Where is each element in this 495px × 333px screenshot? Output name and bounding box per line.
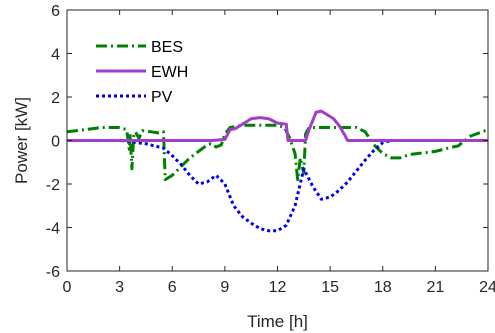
legend-label-bes: BES: [151, 39, 183, 56]
x-tick-label: 18: [374, 279, 392, 296]
series-line-pv: [67, 139, 488, 233]
y-tick-label: 6: [51, 3, 60, 20]
x-tick-label: 21: [426, 279, 444, 296]
series-line-ewh: [67, 109, 488, 142]
x-tick-label: 0: [63, 279, 72, 296]
x-axis-label: Time [h]: [247, 312, 308, 331]
series-layer: [66, 109, 489, 233]
y-tick-label: 0: [51, 134, 60, 151]
y-tick-label: 4: [51, 47, 60, 64]
legend-label-ewh: EWH: [151, 64, 188, 81]
series-line-bes: [66, 123, 489, 182]
y-tick-label: -6: [46, 264, 60, 281]
x-tick-label: 24: [479, 279, 495, 296]
y-tick-label: -4: [46, 221, 60, 238]
x-tick-label: 9: [220, 279, 229, 296]
y-tick-label: -2: [46, 177, 60, 194]
y-axis-label: Power [kW]: [12, 97, 31, 184]
x-tick-label: 12: [269, 279, 287, 296]
x-tick-label: 15: [321, 279, 339, 296]
legend-label-pv: PV: [151, 89, 173, 106]
y-tick-label: 2: [51, 90, 60, 107]
x-tick-label: 3: [115, 279, 124, 296]
legend: BES EWH PV: [96, 39, 188, 106]
x-tick-label: 6: [168, 279, 177, 296]
